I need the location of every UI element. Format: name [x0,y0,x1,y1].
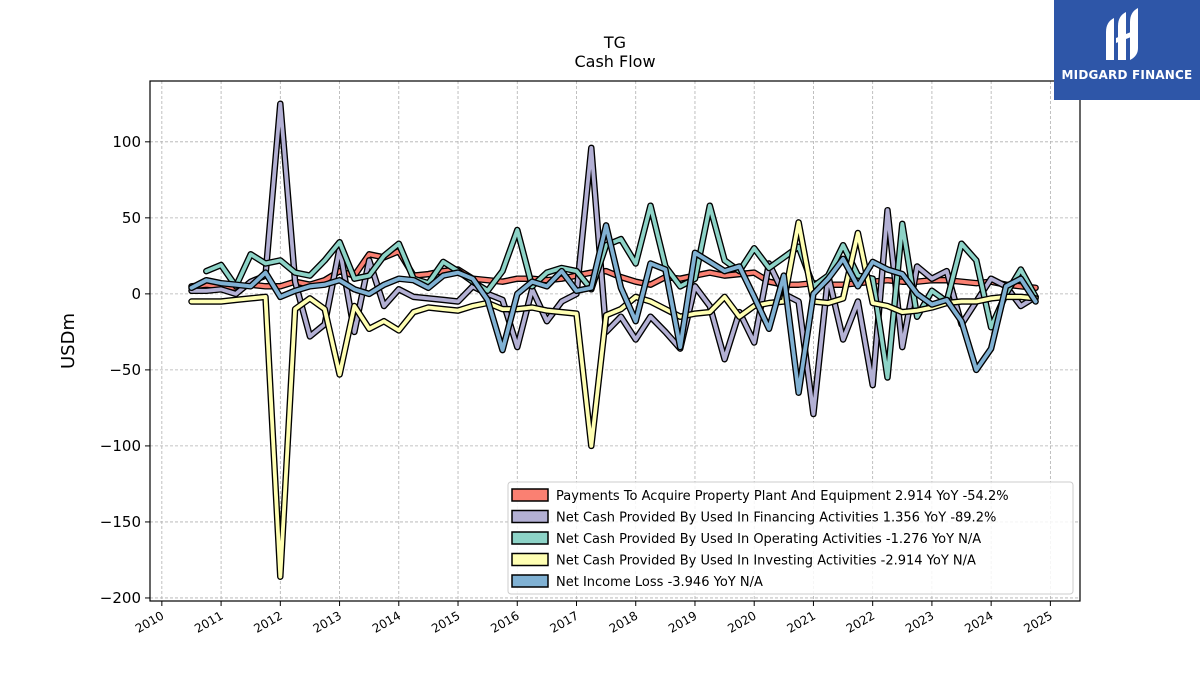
y-tick-label: 0 [131,285,141,303]
x-tick-label: 2024 [962,608,995,635]
x-tick-label: 2010 [133,608,166,635]
x-tick-label: 2025 [1021,608,1054,635]
y-tick-label: −150 [100,513,141,531]
series-line-4 [189,220,1038,579]
x-tick-label: 2017 [548,608,581,635]
brand-name: MIDGARD FINANCE [1061,68,1193,82]
x-tick-label: 2020 [725,608,758,635]
x-tick-label: 2012 [251,608,284,635]
y-tick-label: −50 [109,361,141,379]
series-line-5 [189,223,1038,395]
x-tick-label: 2015 [429,608,462,635]
y-tick-label: 50 [122,209,141,227]
x-tick-label: 2019 [666,608,699,635]
x-tick-label: 2014 [370,608,403,635]
brand-logo: MIDGARD FINANCE [1054,0,1200,100]
x-tick-label: 2022 [844,608,877,635]
x-tick-label: 2013 [311,608,344,635]
x-tick-label: 2021 [784,608,817,635]
legend-label-5: Net Income Loss -3.946 YoY N/A [556,575,763,590]
x-tick-label: 2023 [903,608,936,635]
legend-swatch-1 [511,488,549,502]
y-axis-label: USDm [58,313,79,369]
legend-swatch-5 [511,574,549,588]
legend-label-1: Payments To Acquire Property Plant And E… [556,489,1009,504]
series-lines [188,100,1039,580]
legend-swatch-4 [511,552,549,567]
brand-logo-icon [1106,8,1138,60]
legend-label-2: Net Cash Provided By Used In Financing A… [556,511,996,526]
x-tick-label: 2016 [488,608,521,635]
y-axis-ticks: 100 50 0 −50 −100 −150 −200 [100,133,150,607]
chart-title: TG [603,33,626,52]
legend: Payments To Acquire Property Plant And E… [507,481,1074,595]
legend-box [507,481,1074,595]
x-axis-ticks: 2010 2011 2012 2013 2014 2015 2016 2017 2018 2019… [133,601,1055,636]
legend-swatch-3 [511,531,549,545]
y-tick-label: −100 [100,437,141,455]
x-tick-label: 2018 [607,608,640,635]
y-tick-label: −200 [100,589,141,607]
legend-label-4: Net Cash Provided By Used In Investing A… [556,554,976,569]
chart-subtitle: Cash Flow [574,52,655,71]
y-tick-label: 100 [112,133,141,151]
x-tick-label: 2011 [192,608,225,635]
plot-area-frame [149,80,1081,602]
legend-swatch-2 [511,509,549,524]
legend-label-3: Net Cash Provided By Used In Operating A… [556,532,981,547]
